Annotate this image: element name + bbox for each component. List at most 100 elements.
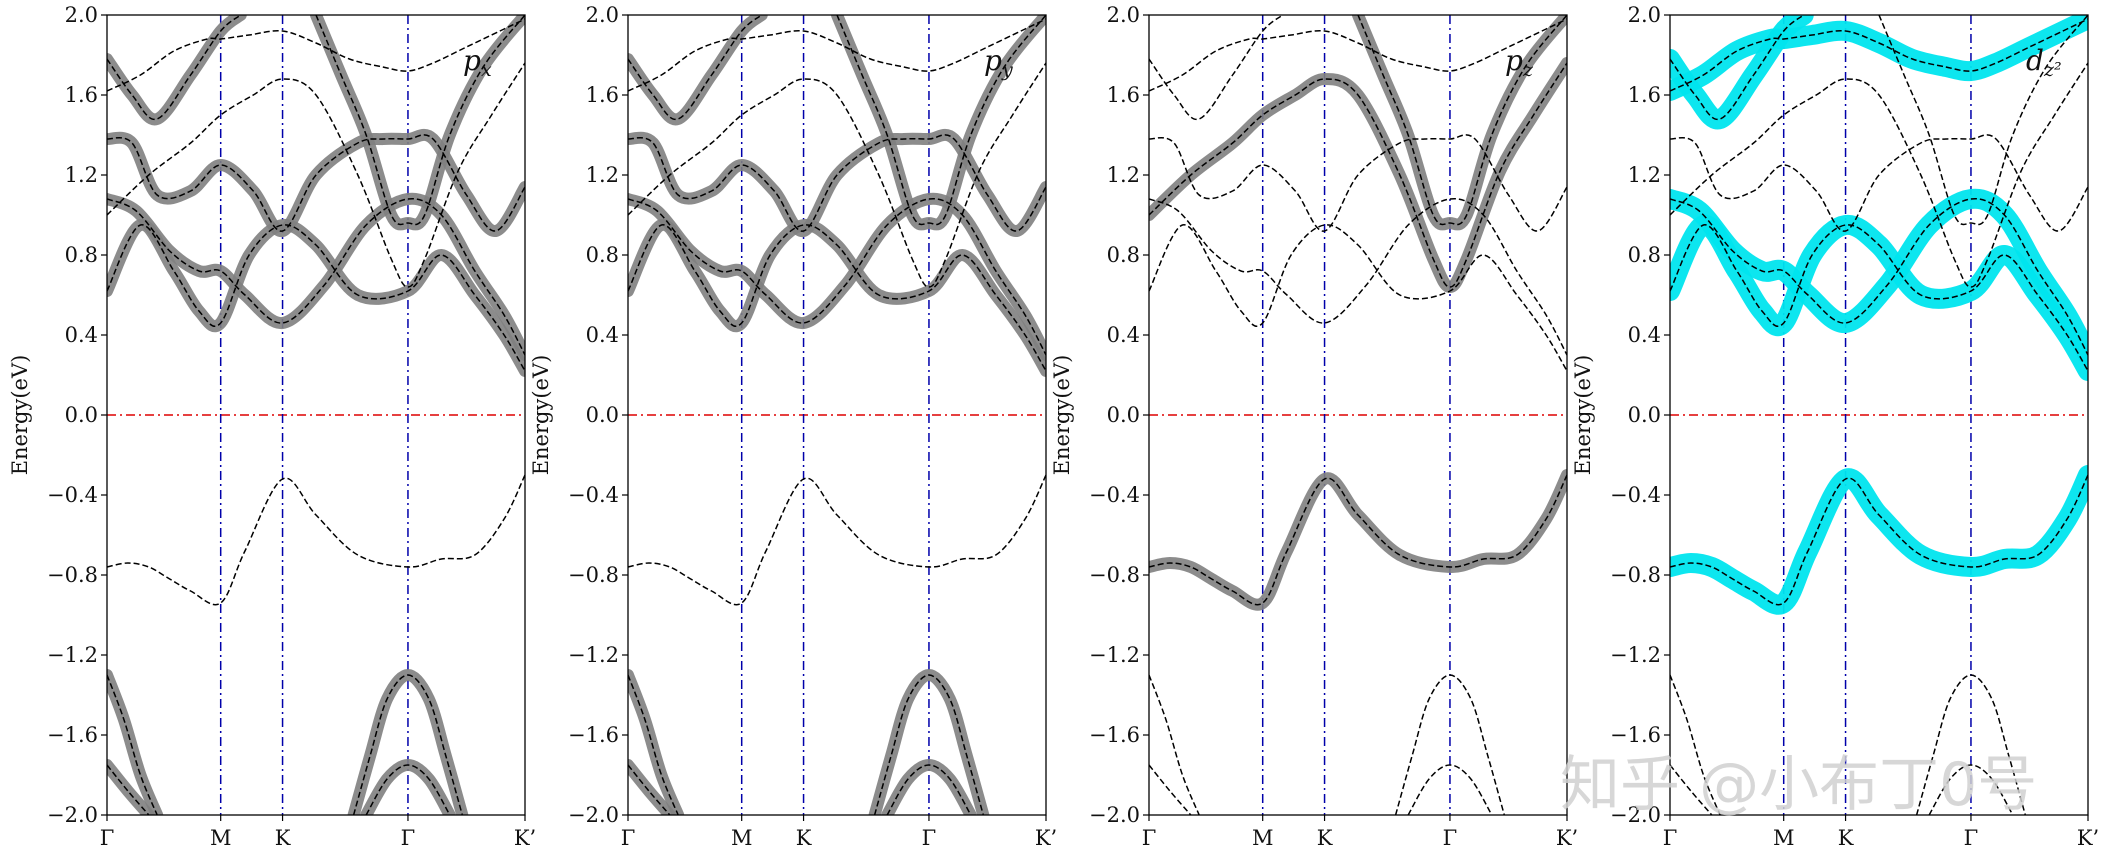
band-line bbox=[107, 134, 525, 232]
y-tick-label: 1.6 bbox=[1628, 83, 1661, 107]
y-axis-label: Energy(eV) bbox=[1571, 355, 1595, 476]
weighted-band bbox=[1670, 465, 2088, 615]
y-tick-label: −2.0 bbox=[1089, 803, 1140, 827]
x-tick-label: Γ bbox=[1663, 826, 1678, 850]
x-tick-label: K bbox=[1838, 826, 1854, 850]
y-tick-label: 2.0 bbox=[1628, 3, 1661, 27]
orbital-symbol: d bbox=[2026, 44, 2044, 77]
y-tick-label: 1.2 bbox=[1107, 163, 1140, 187]
band-line bbox=[1149, 18, 1567, 92]
band-line bbox=[886, 764, 972, 815]
band-line bbox=[1670, 197, 2088, 356]
band-line bbox=[628, 474, 1046, 606]
band-line bbox=[1407, 764, 1493, 815]
x-tick-label: K bbox=[796, 826, 812, 850]
x-tick-label: Γ bbox=[922, 826, 937, 850]
orbital-label: pz bbox=[1505, 44, 1534, 81]
y-tick-label: −0.4 bbox=[568, 483, 619, 507]
y-tick-label: 1.6 bbox=[65, 83, 98, 107]
y-axis-label: Energy(eV) bbox=[529, 355, 553, 476]
y-axis-label: Energy(eV) bbox=[8, 355, 32, 476]
y-tick-label: 2.0 bbox=[1107, 3, 1140, 27]
y-tick-label: 0.4 bbox=[1628, 323, 1661, 347]
y-tick-label: 1.6 bbox=[586, 83, 619, 107]
y-tick-label: 1.2 bbox=[1628, 163, 1661, 187]
x-tick-label: M bbox=[1773, 826, 1795, 850]
y-tick-label: 0.0 bbox=[586, 403, 619, 427]
orbital-label: px bbox=[463, 44, 492, 81]
plot-area bbox=[1149, 15, 1567, 815]
band-line bbox=[1149, 62, 1567, 288]
band-line bbox=[1149, 764, 1192, 815]
y-tick-label: −0.8 bbox=[1610, 563, 1661, 587]
y-tick-label: 0.8 bbox=[586, 243, 619, 267]
x-tick-label: M bbox=[210, 826, 232, 850]
band-line bbox=[628, 18, 1046, 92]
y-tick-label: −1.6 bbox=[47, 723, 98, 747]
y-tick-label: 0.4 bbox=[586, 323, 619, 347]
weighted-band bbox=[628, 128, 1046, 237]
y-tick-label: 0.8 bbox=[1107, 243, 1140, 267]
band-line bbox=[107, 62, 525, 288]
y-tick-label: −0.4 bbox=[1089, 483, 1140, 507]
band-line bbox=[628, 674, 679, 815]
band-line bbox=[1670, 134, 2088, 232]
y-tick-label: 0.0 bbox=[65, 403, 98, 427]
x-tick-label: K’ bbox=[1556, 826, 1578, 850]
y-tick-label: −1.6 bbox=[568, 723, 619, 747]
y-tick-label: −0.4 bbox=[1610, 483, 1661, 507]
y-tick-label: 0.8 bbox=[1628, 243, 1661, 267]
x-tick-label: K’ bbox=[1035, 826, 1057, 850]
y-tick-label: −1.6 bbox=[1610, 723, 1661, 747]
y-tick-label: 2.0 bbox=[65, 3, 98, 27]
panel-4: 2.01.61.20.80.40.0−0.4−0.8−1.2−1.6−2.0Γ M… bbox=[1571, 3, 2099, 850]
band-line bbox=[1928, 764, 2014, 815]
y-tick-label: 0.4 bbox=[1107, 323, 1140, 347]
orbital-subscript: x bbox=[481, 59, 492, 81]
weighted-band bbox=[1149, 469, 1567, 611]
orbital-symbol: p bbox=[463, 44, 481, 77]
plot-area bbox=[628, 15, 1046, 815]
x-tick-label: Γ bbox=[401, 826, 416, 850]
y-tick-label: −0.8 bbox=[47, 563, 98, 587]
x-tick-label: Γ bbox=[100, 826, 115, 850]
y-tick-label: −1.2 bbox=[1610, 643, 1661, 667]
band-line bbox=[1670, 18, 2088, 92]
plot-area bbox=[1670, 15, 2088, 815]
band-line bbox=[107, 224, 525, 372]
band-line bbox=[107, 15, 242, 121]
band-line bbox=[1149, 224, 1567, 372]
band-line bbox=[1149, 134, 1567, 232]
band-line bbox=[1149, 474, 1567, 606]
band-line bbox=[628, 62, 1046, 288]
band-line bbox=[1670, 764, 1713, 815]
y-tick-label: −1.2 bbox=[1089, 643, 1140, 667]
x-tick-label: M bbox=[1252, 826, 1274, 850]
band-line bbox=[836, 15, 1046, 226]
band-line bbox=[628, 15, 763, 121]
band-line bbox=[1670, 62, 2088, 288]
band-line bbox=[628, 134, 1046, 232]
orbital-label: dz² bbox=[2026, 44, 2062, 81]
band-line bbox=[1149, 197, 1567, 356]
y-tick-label: −1.2 bbox=[568, 643, 619, 667]
band-line bbox=[1670, 15, 1805, 121]
panel-2: 2.01.61.20.80.40.0−0.4−0.8−1.2−1.6−2.0Γ M… bbox=[529, 3, 1057, 850]
y-tick-label: 2.0 bbox=[586, 3, 619, 27]
band-line bbox=[628, 197, 1046, 356]
x-tick-label: Γ bbox=[1142, 826, 1157, 850]
band-line bbox=[315, 15, 525, 226]
band-line bbox=[107, 764, 150, 815]
x-tick-label: Γ bbox=[1964, 826, 1979, 850]
band-line bbox=[1670, 224, 2088, 372]
x-tick-label: Γ bbox=[621, 826, 636, 850]
band-line bbox=[1670, 674, 1721, 815]
y-tick-label: −2.0 bbox=[47, 803, 98, 827]
y-tick-label: −1.6 bbox=[1089, 723, 1140, 747]
band-line bbox=[107, 18, 525, 92]
band-line bbox=[352, 674, 464, 815]
orbital-subscript: z² bbox=[2043, 59, 2062, 81]
y-tick-label: 0.0 bbox=[1107, 403, 1140, 427]
orbital-symbol: p bbox=[1505, 44, 1523, 77]
weighted-band bbox=[310, 15, 525, 231]
